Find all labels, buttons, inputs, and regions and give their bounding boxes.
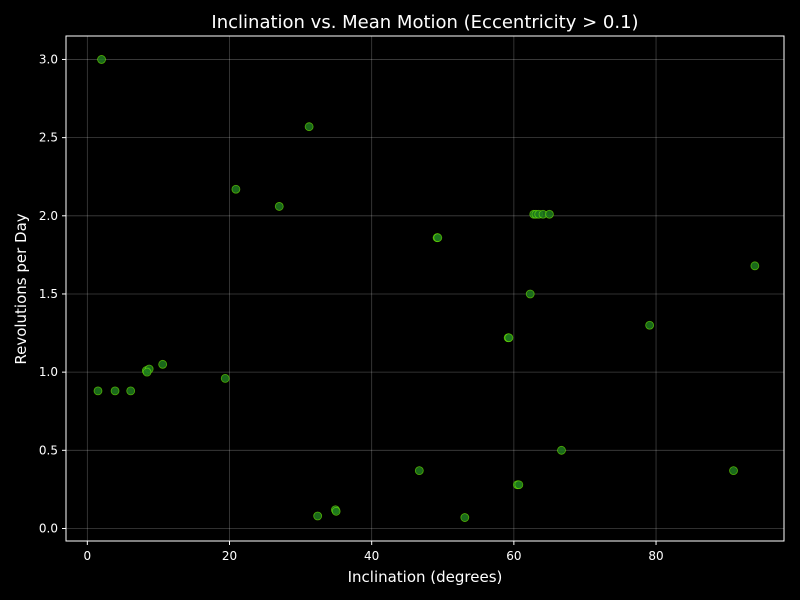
scatter-point <box>645 320 655 330</box>
scatter-point <box>126 386 136 396</box>
scatter-point <box>750 261 760 271</box>
scatter-point <box>729 466 738 476</box>
x-tick-label: 40 <box>364 549 379 563</box>
scatter-point <box>545 209 554 219</box>
y-tick-label: 1.5 <box>39 287 58 301</box>
y-tick-label: 2.5 <box>39 131 58 145</box>
y-tick-label: 1.0 <box>39 365 58 379</box>
y-tick-label: 2.0 <box>39 209 58 223</box>
scatter-point <box>97 55 106 64</box>
scatter-point <box>460 513 470 522</box>
scatter-point <box>142 367 152 377</box>
plot-area-frame <box>65 35 785 542</box>
x-tick-label: 80 <box>648 549 663 563</box>
scatter-point <box>274 202 284 211</box>
chart-title: Inclination vs. Mean Motion (Eccentricit… <box>211 12 638 33</box>
scatter-point <box>220 373 230 383</box>
scatter-point <box>433 233 443 243</box>
grid <box>66 36 784 541</box>
scatter-point <box>93 386 103 396</box>
scatter-point <box>525 289 535 299</box>
x-tick-label: 60 <box>506 549 521 563</box>
scatter-point <box>504 333 514 343</box>
y-axis-label: Revolutions per Day <box>12 213 30 364</box>
scatter-point <box>313 511 323 521</box>
scatter-point <box>557 445 566 455</box>
x-axis-ticks: 0 20 40 60 80 <box>84 541 664 563</box>
y-tick-label: 0.5 <box>39 443 58 457</box>
data-points <box>93 55 760 522</box>
scatter-point <box>158 359 168 369</box>
scatter-point <box>304 122 314 132</box>
scatter-point <box>414 466 424 476</box>
y-tick-label: 3.0 <box>39 52 58 66</box>
x-tick-label: 20 <box>222 549 237 563</box>
x-tick-label: 0 <box>84 549 92 563</box>
y-axis-ticks: 0.0 0.5 1.0 1.5 2.0 2.5 3.0 <box>39 52 66 535</box>
scatter-point <box>110 386 120 396</box>
y-tick-label: 0.0 <box>39 521 58 535</box>
x-axis-label: Inclination (degrees) <box>348 568 503 586</box>
scatter-point <box>331 506 341 516</box>
scatter-point <box>231 184 241 194</box>
scatter-point <box>514 480 524 490</box>
